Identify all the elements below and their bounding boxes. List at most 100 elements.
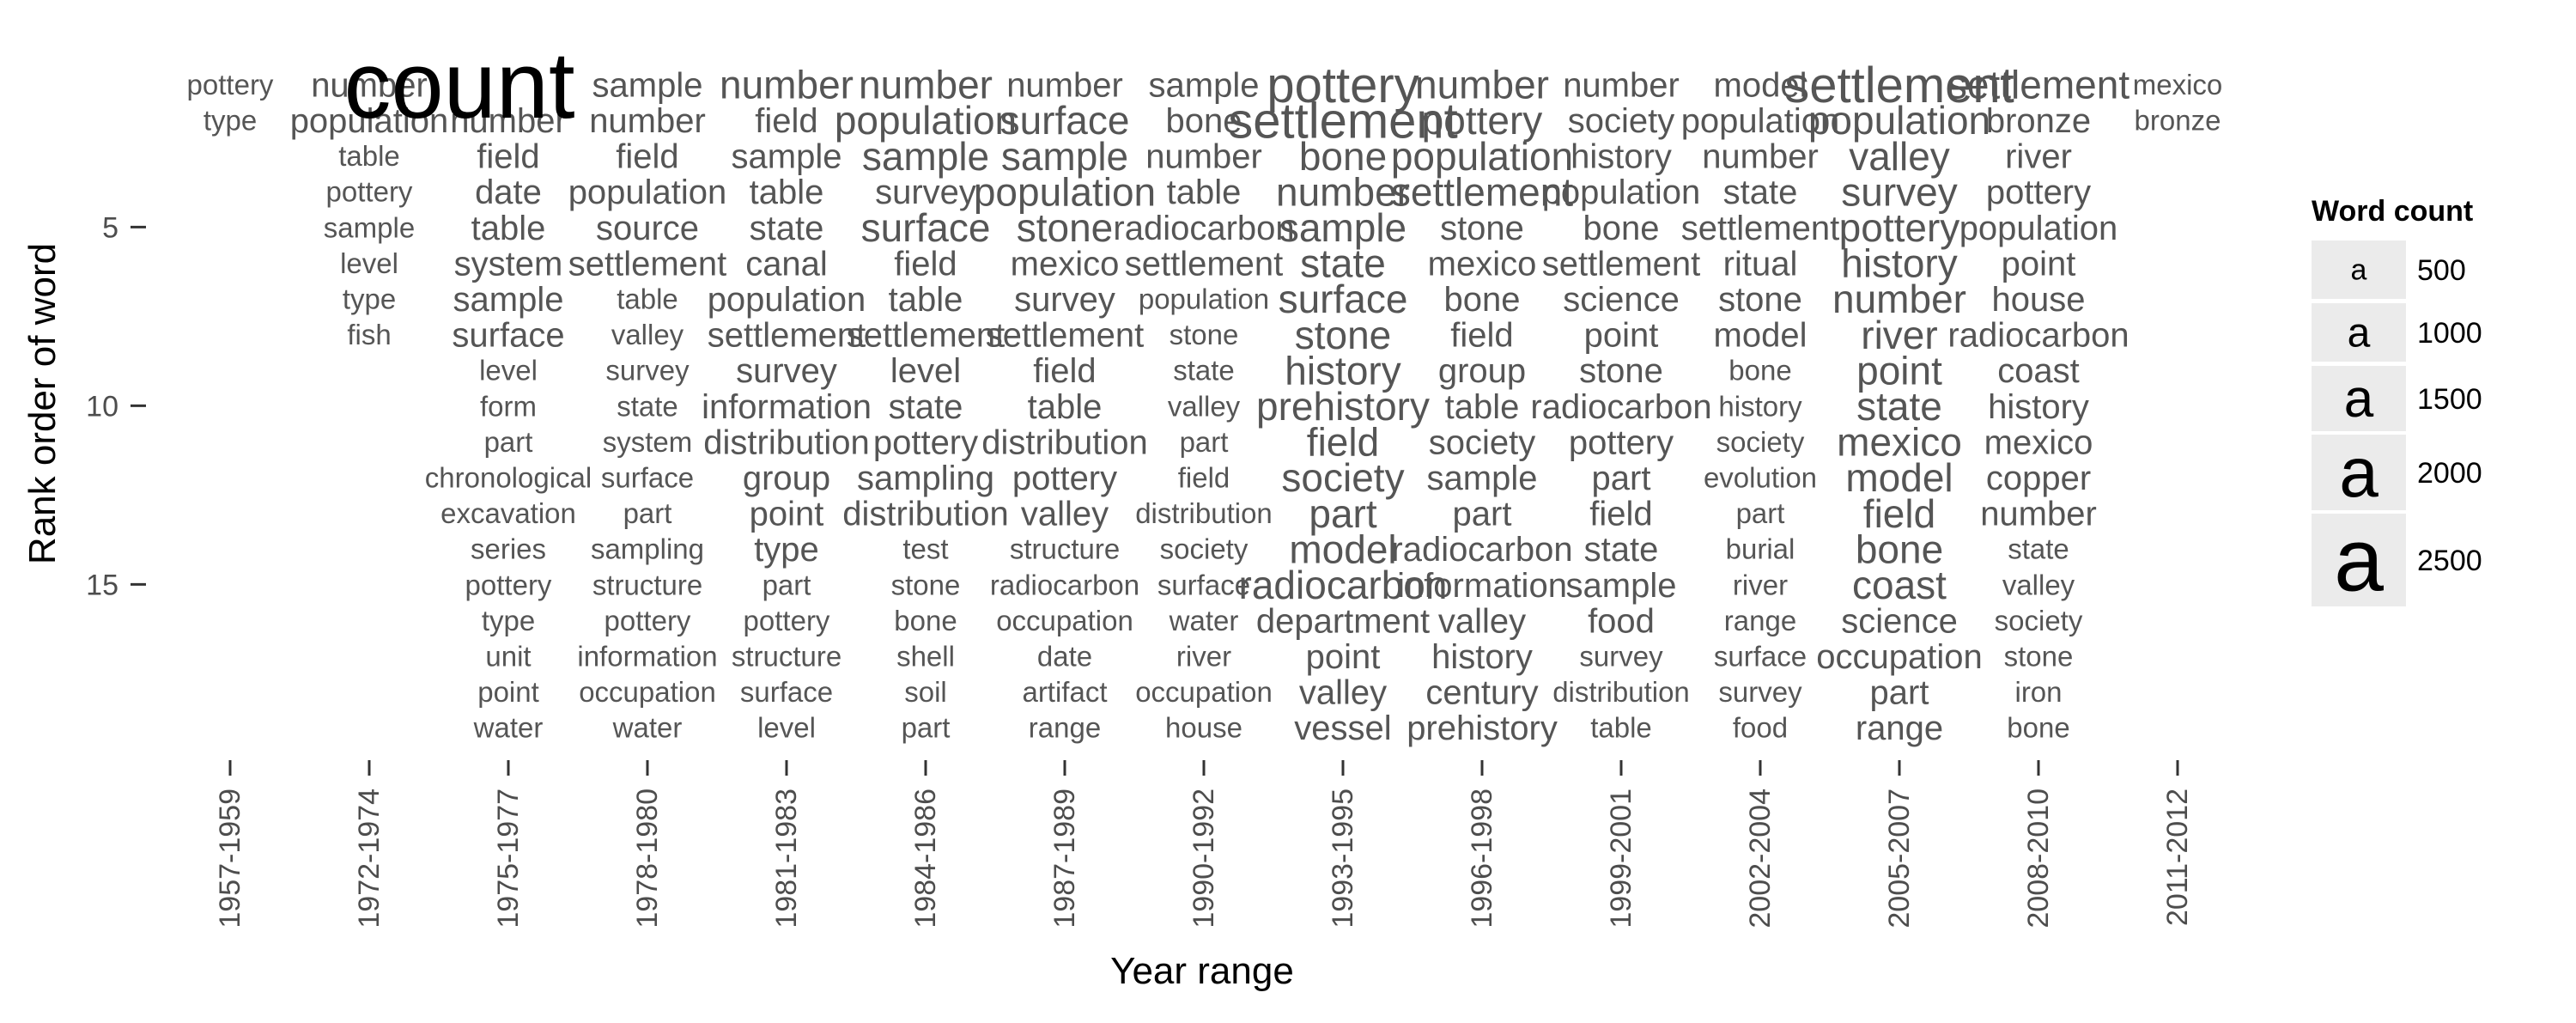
word-label: pottery (187, 69, 274, 100)
word-label: population (1808, 98, 1990, 143)
word-label: bone (1728, 355, 1791, 387)
word-label: population (1542, 174, 1701, 211)
word-label: bronze (1986, 102, 2091, 140)
word-label: settlement (1947, 63, 2129, 107)
y-axis-title: Rank order of word (21, 243, 64, 564)
x-tick-label: 1999-2001 (1605, 789, 1637, 929)
word-label: part (1453, 496, 1512, 533)
word-label: number (1415, 63, 1549, 107)
word-label: evolution (1704, 461, 1817, 493)
word-label: state (1856, 384, 1942, 429)
word-label: water (612, 712, 683, 744)
word-label: mexico (1984, 423, 2093, 461)
y-tick-label: 10 (86, 390, 118, 423)
word-label: history (1841, 241, 1957, 286)
word-label: pottery (744, 605, 830, 636)
word-label: occupation (1816, 638, 1982, 676)
word-label: survey (605, 355, 690, 387)
legend-key-glyph: a (2334, 510, 2384, 610)
legend-key-glyph: a (2344, 369, 2374, 429)
x-axis-title: Year range (1110, 950, 1294, 992)
word-label: surface (1157, 569, 1250, 600)
legend-title: Word count (2312, 195, 2473, 228)
word-label: distribution (842, 496, 1008, 533)
word-label: number (1980, 496, 2097, 533)
word-label: part (1180, 426, 1229, 458)
word-label: surface (1000, 98, 1130, 143)
word-label: structure (592, 569, 702, 600)
word-label: part (1592, 460, 1651, 497)
word-label: food (1733, 712, 1788, 744)
word-label: settlement (1391, 169, 1573, 214)
word-label: group (1438, 352, 1526, 390)
x-axis: 1957-1959 1972-1974 1975-1977 1978-1980 1981… (214, 760, 2194, 929)
word-label: settlement (1681, 210, 1840, 247)
word-label: part (623, 497, 672, 529)
word-label: state (1723, 174, 1798, 211)
word-label: pottery (326, 176, 413, 208)
legend: Word count a 500 a 1000 a 1500 a 2000 a 2500 (2312, 195, 2482, 610)
word-label: part (762, 569, 811, 600)
word-label: stone (1017, 205, 1114, 250)
word-label: artifact (1022, 676, 1107, 708)
x-tick-label: 1978-1980 (631, 789, 664, 929)
word-label: pottery (605, 605, 691, 636)
word-label: population (1139, 283, 1269, 314)
x-tick-label: 2008-2010 (2022, 789, 2055, 929)
x-tick-label: 2011-2012 (2161, 789, 2194, 926)
word-label: unit (485, 640, 531, 672)
word-label: population (974, 169, 1156, 214)
legend-key-label: 1000 (2417, 317, 2482, 350)
word-label: point (1306, 638, 1381, 676)
word-label: field (894, 245, 957, 283)
word-label: number (1563, 66, 1680, 104)
word-label: date (1037, 640, 1092, 672)
word-label: number (1702, 138, 1819, 176)
word-label: level (757, 712, 816, 744)
word-label: ritual (1723, 245, 1798, 283)
word-label: house (1165, 712, 1242, 744)
word-label: settlement (847, 317, 1005, 355)
word-label: burial (1726, 533, 1795, 565)
word-label: radiocarbon (1113, 210, 1294, 247)
word-label: valley (611, 319, 684, 350)
x-tick-label: 1957-1959 (214, 789, 246, 929)
word-label: state (1173, 355, 1235, 387)
word-label: valley (1849, 134, 1950, 179)
legend-key-background (2312, 366, 2406, 431)
word-label: point (1856, 348, 1942, 393)
word-label: radiocarbon (1947, 317, 2129, 355)
word-label: stone (2004, 640, 2074, 672)
word-label: source (596, 210, 699, 247)
word-label: field (477, 138, 539, 176)
legend-key-glyph: a (2351, 254, 2367, 287)
word-label: field (1178, 461, 1230, 493)
word-label: bone (2007, 712, 2069, 744)
word-label: bone (1444, 281, 1521, 319)
word-label: sample (453, 281, 564, 319)
word-label: information (702, 388, 872, 426)
word-label: distribution (703, 423, 869, 461)
word-label: chronological (425, 461, 592, 493)
word-label: survey (736, 352, 837, 390)
word-label: canal (745, 245, 828, 283)
word-label: bronze (2135, 104, 2221, 136)
word-label: population (1959, 210, 2118, 247)
word-label: number (450, 102, 567, 140)
word-label: distribution (1552, 676, 1690, 708)
word-label: bone (1299, 134, 1387, 179)
word-label: state (889, 388, 963, 426)
word-label: date (475, 174, 542, 211)
y-tick-label: 15 (86, 569, 118, 601)
word-label: bone (1166, 102, 1242, 140)
plot-area: potterytypenumberpopulationtablepotterys… (187, 58, 2223, 747)
x-tick-label: 1975-1977 (492, 789, 525, 929)
word-label: point (2002, 245, 2076, 283)
word-label: table (1445, 388, 1520, 426)
word-label: type (343, 283, 396, 314)
word-label: settlement (568, 245, 727, 283)
word-label: shell (896, 640, 955, 672)
word-label: water (1169, 605, 1239, 636)
word-label: model (1289, 527, 1396, 571)
word-label: stone (1440, 210, 1524, 247)
